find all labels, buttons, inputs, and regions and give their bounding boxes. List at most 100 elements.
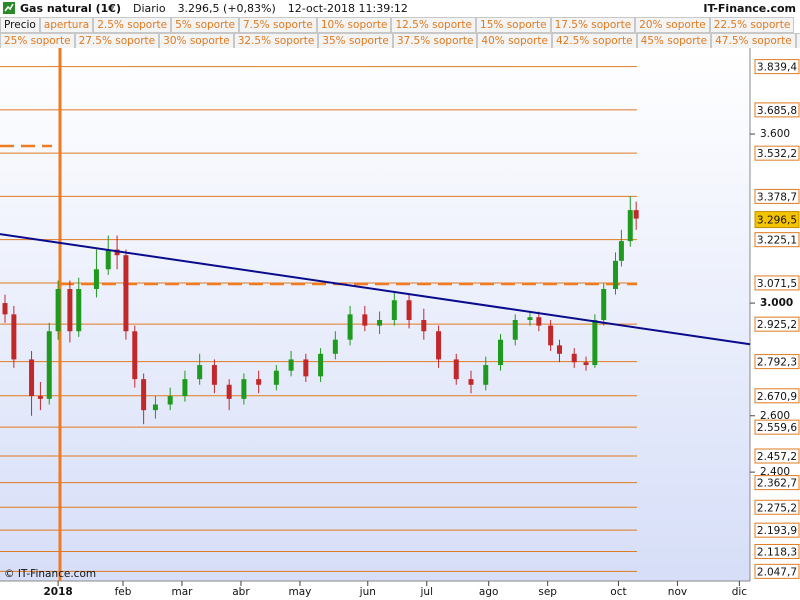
x-tick-label: 2018 bbox=[43, 586, 72, 598]
candle-body bbox=[347, 314, 353, 340]
x-tick-label: ago bbox=[479, 586, 499, 598]
candle-body bbox=[241, 379, 247, 399]
last-price-label: 3.296,5 bbox=[757, 215, 797, 227]
level-label-box bbox=[754, 275, 800, 291]
candle-body bbox=[391, 300, 397, 320]
candle-body bbox=[318, 353, 324, 377]
candle-body bbox=[273, 370, 279, 385]
candle-body bbox=[67, 288, 73, 332]
candle-body bbox=[556, 345, 562, 354]
candle-body bbox=[37, 396, 43, 399]
level-label: 2.792,3 bbox=[757, 357, 797, 369]
level-label-box bbox=[754, 316, 800, 332]
plot-background bbox=[0, 48, 750, 581]
indicator-label: 37.5% soporte bbox=[392, 33, 478, 48]
x-tick-label: jun bbox=[359, 586, 376, 598]
candle-body bbox=[421, 319, 427, 332]
level-label-box bbox=[754, 522, 800, 538]
indicator-row: Precio apertura 2.5% soporte 5% soporte 7.5%… bbox=[0, 17, 800, 33]
indicator-label: 22.5% soporte bbox=[709, 17, 795, 33]
candle-body bbox=[303, 359, 309, 377]
level-label: 2.275,2 bbox=[757, 502, 797, 514]
level-label: 3.071,5 bbox=[757, 278, 797, 290]
level-label-box bbox=[754, 419, 800, 435]
level-label-box bbox=[754, 232, 800, 248]
candle-body bbox=[2, 303, 8, 315]
level-label: 2.925,2 bbox=[757, 319, 797, 331]
level-label-box bbox=[754, 102, 800, 118]
candle-body bbox=[256, 379, 262, 385]
candle-body bbox=[377, 319, 383, 326]
indicator-label: 15% soporte bbox=[476, 17, 551, 33]
indicator-row: 25% soporte 27.5% soporte 30% soporte 32.5%… bbox=[0, 33, 800, 48]
candle-body bbox=[633, 210, 639, 219]
candle-body bbox=[362, 314, 368, 326]
x-tick-label: jul bbox=[420, 586, 434, 598]
candle-body bbox=[592, 319, 598, 366]
indicator-label: Precio bbox=[0, 17, 40, 33]
x-tick-label: abr bbox=[232, 586, 250, 598]
level-label-box bbox=[754, 388, 800, 404]
level-label: 2.670,9 bbox=[757, 391, 797, 403]
level-label-box bbox=[754, 448, 800, 464]
level-label-box bbox=[754, 188, 800, 204]
candle-body bbox=[29, 359, 35, 397]
indicator-label: 5% soporte bbox=[171, 17, 239, 33]
indicator-label: 17.5% soporte bbox=[550, 17, 636, 33]
candle-body bbox=[132, 331, 138, 380]
x-tick-label: oct bbox=[610, 586, 626, 598]
x-tick-label: nov bbox=[668, 586, 687, 598]
indicator-label: 47.5% soporte bbox=[711, 33, 796, 48]
level-label-box bbox=[754, 354, 800, 370]
candle-body bbox=[141, 379, 147, 411]
candle-body bbox=[618, 241, 624, 261]
candle-body bbox=[55, 288, 61, 332]
trend-line bbox=[0, 233, 751, 346]
candle-body bbox=[167, 396, 173, 405]
level-label: 2.118,3 bbox=[757, 546, 797, 558]
title-bar: Gas natural (1€) Diario 3.296,5 (+0,83%)… bbox=[0, 0, 800, 16]
indicator-label: 40% soporte bbox=[477, 33, 552, 48]
candle-body bbox=[613, 260, 619, 289]
candle-body bbox=[76, 288, 82, 332]
instrument: Gas natural (1€) bbox=[20, 1, 121, 15]
indicator-label: 35% soporte bbox=[318, 33, 393, 48]
candles bbox=[0, 196, 751, 425]
brand: IT-Finance.com bbox=[703, 1, 796, 15]
x-tick-label: may bbox=[288, 586, 311, 598]
level-label-box bbox=[754, 475, 800, 491]
candle-body bbox=[453, 359, 459, 380]
indicator-label: apertura bbox=[39, 17, 94, 33]
candle-body bbox=[211, 365, 217, 385]
x-tick-label: sep bbox=[538, 586, 557, 598]
last-price-box bbox=[754, 211, 800, 229]
indicator-label: 25% soporte bbox=[0, 33, 75, 48]
indicator-label: 32.5% soporte bbox=[233, 33, 319, 48]
level-label: 2.457,2 bbox=[757, 451, 797, 463]
level-label: 3.378,7 bbox=[757, 191, 797, 203]
period: Diario bbox=[132, 1, 166, 15]
level-label: 2.193,9 bbox=[757, 525, 797, 537]
candle-body bbox=[571, 353, 577, 363]
watermark: © IT-Finance.com bbox=[4, 568, 96, 580]
candle-body bbox=[468, 379, 474, 385]
indicator-label: 27.5% soporte bbox=[74, 33, 160, 48]
level-label-box bbox=[754, 543, 800, 559]
y-tick-label: 3.000 bbox=[760, 297, 793, 309]
candle-body bbox=[548, 325, 554, 346]
y-tick-label: 2.400 bbox=[760, 466, 790, 478]
candle-body bbox=[197, 365, 203, 380]
level-label-box bbox=[754, 563, 800, 579]
candle-body bbox=[226, 384, 232, 399]
level-label: 2.047,7 bbox=[757, 566, 797, 578]
y-tick-label: 3.600 bbox=[760, 128, 790, 140]
indicator-label: 42.5% soporte bbox=[551, 33, 637, 48]
indicator-label: 20% soporte bbox=[635, 17, 710, 33]
candle-body bbox=[583, 362, 589, 366]
y-tick-label: 2.600 bbox=[760, 410, 790, 422]
candle-body bbox=[11, 314, 17, 360]
level-label: 3.839,4 bbox=[757, 62, 797, 74]
indicator-label: 10% soporte bbox=[316, 17, 392, 33]
